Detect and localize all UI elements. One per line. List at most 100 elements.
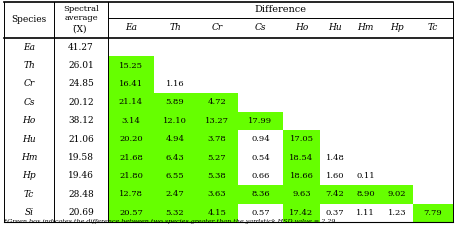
Bar [238,112,283,130]
Bar [196,93,238,112]
Text: 17.42: 17.42 [290,209,314,217]
Text: Hp: Hp [390,23,404,33]
Text: 9.63: 9.63 [292,190,311,198]
Bar [196,204,238,222]
Bar [108,185,154,204]
Bar [108,112,154,130]
Text: 13.27: 13.27 [205,117,229,125]
Text: 5.38: 5.38 [208,172,227,180]
Text: Spectral: Spectral [63,5,99,13]
Bar [108,130,154,148]
Bar [283,148,320,167]
Bar [108,167,154,185]
Bar [238,185,283,204]
Text: 5.27: 5.27 [208,154,226,162]
Text: Tc: Tc [24,190,34,199]
Text: Species: Species [11,15,46,25]
Text: Cr: Cr [211,23,223,33]
Text: 41.27: 41.27 [68,43,94,52]
Bar [196,112,238,130]
Bar [320,185,350,204]
Bar [283,130,320,148]
Bar [154,112,196,130]
Text: 4.94: 4.94 [165,135,184,143]
Bar [154,167,196,185]
Text: 15.25: 15.25 [119,62,143,69]
Text: 17.05: 17.05 [290,135,313,143]
Bar [196,148,238,167]
Text: Ho: Ho [295,23,308,33]
Text: 18.66: 18.66 [290,172,313,180]
Text: Hm: Hm [21,153,37,162]
Bar [196,130,238,148]
Text: 20.69: 20.69 [68,208,94,217]
Text: 1.23: 1.23 [388,209,406,217]
Bar [283,185,320,204]
Text: 8.90: 8.90 [356,190,375,198]
Bar [196,185,238,204]
Bar [283,167,320,185]
Text: 1.60: 1.60 [326,172,344,180]
Bar [283,204,320,222]
Bar [108,56,154,75]
Text: Difference: Difference [255,6,307,15]
Text: 8.36: 8.36 [251,190,270,198]
Text: 5.32: 5.32 [166,209,184,217]
Text: 12.10: 12.10 [163,117,187,125]
Text: 0.54: 0.54 [251,154,270,162]
Text: 4.72: 4.72 [208,99,227,106]
Text: 19.58: 19.58 [68,153,94,162]
Text: Ea: Ea [23,43,35,52]
Bar [108,93,154,112]
Text: 9.02: 9.02 [388,190,406,198]
Text: Hu: Hu [328,23,342,33]
Text: 1.16: 1.16 [166,80,184,88]
Bar [413,204,453,222]
Text: 38.12: 38.12 [68,116,94,125]
Text: 1.11: 1.11 [356,209,375,217]
Text: 0.57: 0.57 [251,209,270,217]
Text: 20.57: 20.57 [119,209,143,217]
Bar [108,148,154,167]
Text: 4.15: 4.15 [208,209,227,217]
Text: 20.12: 20.12 [68,98,94,107]
Text: Hu: Hu [22,135,36,144]
Text: 28.48: 28.48 [68,190,94,199]
Text: Hp: Hp [22,172,36,180]
Text: 24.85: 24.85 [68,80,94,88]
Bar [154,93,196,112]
Text: *Green box indicates the difference between two species greater than the yardsti: *Green box indicates the difference betw… [4,219,335,224]
Bar [154,130,196,148]
Text: 17.99: 17.99 [248,117,273,125]
Text: 18.54: 18.54 [289,154,314,162]
Text: 3.63: 3.63 [208,190,226,198]
Text: Ea: Ea [125,23,137,33]
Text: 6.55: 6.55 [166,172,184,180]
Text: Th: Th [169,23,181,33]
Text: 0.94: 0.94 [251,135,270,143]
Text: 21.80: 21.80 [119,172,143,180]
Text: 6.43: 6.43 [165,154,184,162]
Text: 3.78: 3.78 [208,135,227,143]
Text: (̅X): (̅X) [74,25,88,33]
Bar [154,148,196,167]
Text: 0.37: 0.37 [326,209,344,217]
Text: 21.14: 21.14 [119,99,143,106]
Text: Th: Th [23,61,35,70]
Text: average: average [64,14,98,22]
Text: 3.14: 3.14 [121,117,140,125]
Text: Tc: Tc [428,23,438,33]
Text: Cs: Cs [255,23,266,33]
Bar [108,75,154,93]
Bar [154,204,196,222]
Text: 2.47: 2.47 [165,190,184,198]
Text: 7.79: 7.79 [424,209,442,217]
Text: 0.11: 0.11 [356,172,375,180]
Text: 0.66: 0.66 [251,172,270,180]
Text: 21.68: 21.68 [119,154,143,162]
Text: 5.89: 5.89 [165,99,184,106]
Text: Cr: Cr [23,80,35,88]
Text: Ho: Ho [22,116,36,125]
Text: Hm: Hm [357,23,374,33]
Text: 16.41: 16.41 [119,80,143,88]
